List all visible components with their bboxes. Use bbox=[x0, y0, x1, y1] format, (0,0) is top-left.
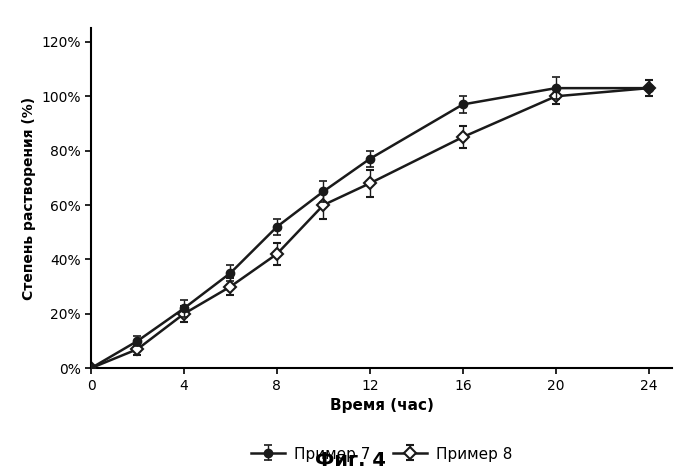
Legend: Пример 7, Пример 8: Пример 7, Пример 8 bbox=[245, 440, 518, 468]
Y-axis label: Степень растворения (%): Степень растворения (%) bbox=[22, 97, 36, 300]
X-axis label: Время (час): Время (час) bbox=[330, 398, 433, 413]
Text: Фиг. 4: Фиг. 4 bbox=[314, 451, 386, 470]
